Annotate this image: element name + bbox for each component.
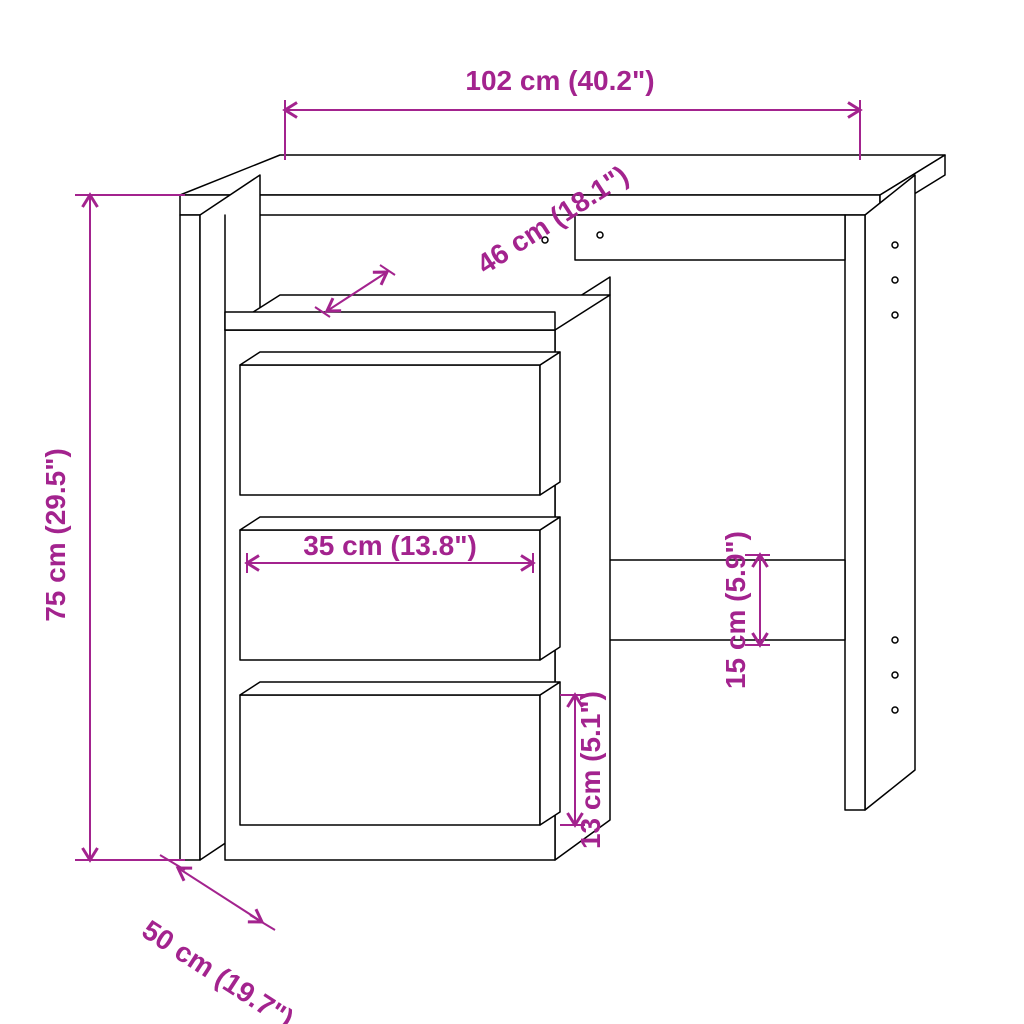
dim-drawer-width: 35 cm (13.8")	[303, 530, 477, 561]
desk-drawing	[180, 155, 945, 860]
dim-depth: 50 cm (19.7")	[137, 914, 299, 1024]
dim-width: 102 cm (40.2")	[465, 65, 654, 96]
dim-height: 75 cm (29.5")	[40, 448, 71, 622]
dim-drawer-height: 13 cm (5.1")	[575, 691, 606, 849]
dimension-diagram: 102 cm (40.2") 75 cm (29.5") 50 cm (19.7")…	[0, 0, 1024, 1024]
drawer-3	[240, 682, 560, 825]
drawer-1	[240, 352, 560, 495]
dim-crossbar-height: 15 cm (5.9")	[720, 531, 751, 689]
